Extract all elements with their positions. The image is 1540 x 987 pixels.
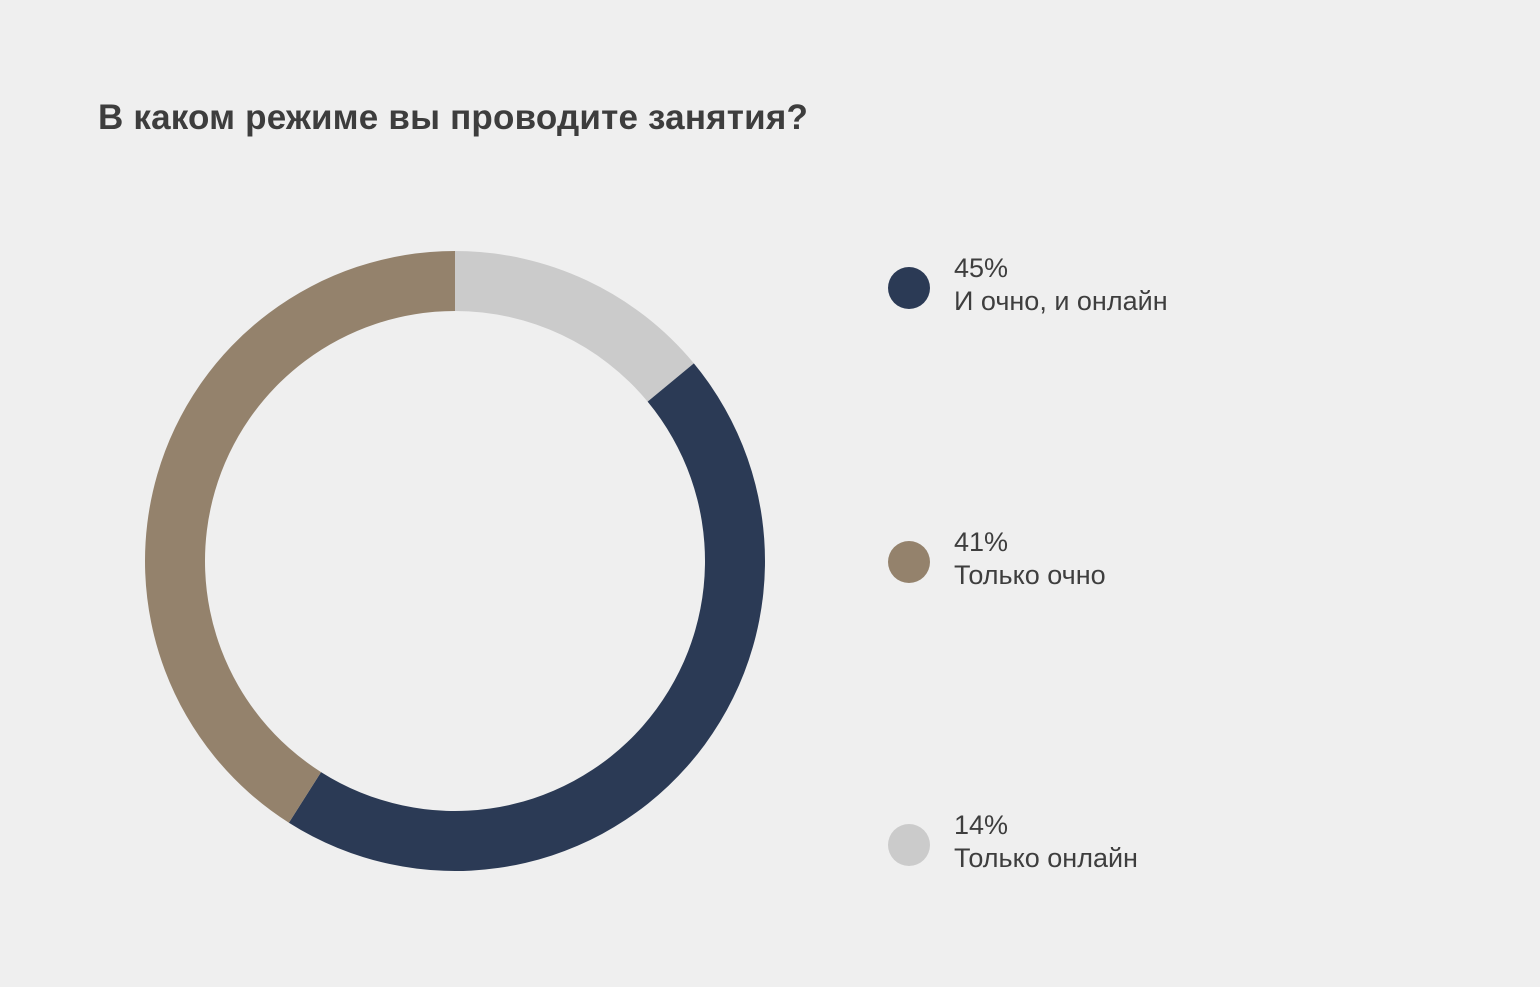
legend-label: И очно, и онлайн xyxy=(954,286,1168,316)
donut-slice-2 xyxy=(145,251,455,823)
donut-slice-1 xyxy=(288,363,766,871)
legend-swatch xyxy=(888,541,930,583)
legend-swatch xyxy=(888,824,930,866)
legend-label: Только онлайн xyxy=(954,843,1138,873)
legend-value: 45% xyxy=(954,253,1009,283)
legend-value: 14% xyxy=(954,810,1009,840)
chart-title: В каком режиме вы проводите занятия? xyxy=(98,98,809,137)
donut-slice-3 xyxy=(455,251,694,402)
legend-swatch xyxy=(888,267,930,309)
legend-label: Только очно xyxy=(954,560,1106,590)
legend-value: 41% xyxy=(954,527,1009,557)
